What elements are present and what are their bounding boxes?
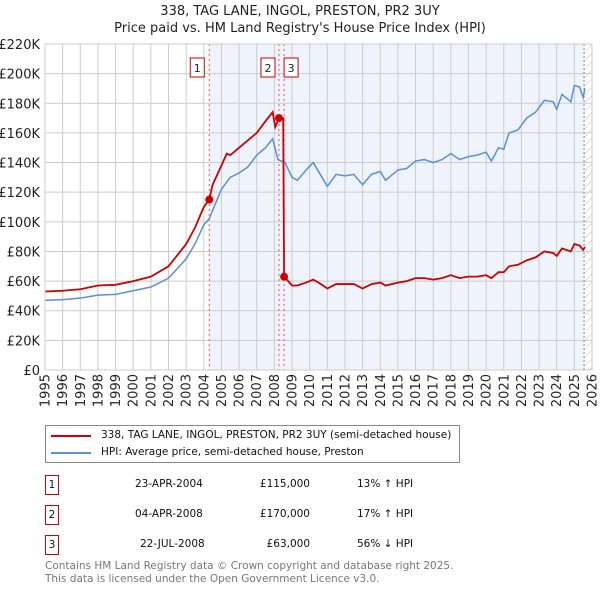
sale-date: 23-APR-2004	[135, 478, 203, 490]
x-tick-label: 2016	[409, 374, 424, 407]
sale-point	[274, 114, 283, 123]
legend-hpi: HPI: Average price, semi-detached house,…	[101, 446, 364, 458]
x-tick-label: 2025	[568, 374, 583, 407]
sale-row: 2 04-APR-2008 £170,000 17% ↑ HPI	[45, 505, 445, 525]
x-tick-label: 1995	[39, 374, 54, 407]
y-tick-label: £100K	[0, 216, 40, 231]
sale-price: £63,000	[266, 538, 310, 550]
x-tick-label: 2002	[162, 374, 177, 407]
x-tick-label: 2010	[303, 374, 318, 407]
x-tick-label: 1999	[109, 374, 124, 407]
sale-hpi: 17% ↑ HPI	[357, 508, 414, 520]
legend: 338, TAG LANE, INGOL, PRESTON, PR2 3UY (…	[45, 425, 460, 463]
legend-red-swatch	[51, 434, 91, 437]
y-tick-label: £200K	[0, 68, 40, 83]
sale-point	[205, 195, 214, 204]
x-tick-label: 2015	[391, 374, 406, 407]
sale-label: 3	[288, 62, 295, 75]
x-tick-label: 2012	[338, 374, 353, 407]
hpi-line	[44, 84, 586, 302]
y-tick-label: £180K	[0, 97, 40, 112]
x-tick-label: 2013	[356, 374, 371, 407]
chart-subtitle: Price paid vs. HM Land Registry's House …	[114, 21, 486, 36]
y-tick-label: £40K	[7, 305, 41, 320]
footer-line2: This data is licensed under the Open Gov…	[45, 573, 380, 585]
x-tick-label: 2023	[533, 374, 548, 407]
x-tick-label: 2001	[144, 374, 159, 407]
x-tick-label: 2021	[497, 374, 512, 407]
y-tick-label: £0	[23, 364, 40, 379]
x-tick-label: 2017	[427, 374, 442, 407]
price-chart: 338, TAG LANE, INGOL, PRESTON, PR2 3UY P…	[0, 4, 600, 407]
x-tick-label: 2004	[197, 374, 212, 407]
x-tick-label: 2018	[444, 374, 459, 407]
sale-label: 1	[194, 62, 201, 75]
y-tick-label: £120K	[0, 186, 40, 201]
x-tick-label: 2026	[586, 374, 600, 407]
x-tick-label: 2008	[268, 374, 283, 407]
sale-label-box	[189, 57, 205, 78]
y-tick-label: £160K	[0, 127, 40, 142]
x-tick-label: 2007	[250, 374, 265, 407]
x-tick-label: 2020	[480, 374, 495, 407]
x-tick-label: 1998	[91, 374, 106, 407]
x-tick-label: 1996	[56, 374, 71, 407]
sale-label-box	[260, 57, 276, 78]
sale-marker: 2	[45, 505, 59, 525]
x-tick-label: 2019	[462, 374, 477, 407]
x-tick-label: 2009	[286, 374, 301, 407]
sale-date: 22-JUL-2008	[140, 538, 205, 550]
x-tick-label: 2006	[233, 374, 248, 407]
legend-blue-swatch	[51, 451, 91, 454]
sale-price: £170,000	[259, 508, 310, 520]
sale-label-box	[283, 57, 299, 78]
sale-hpi: 13% ↑ HPI	[357, 478, 414, 490]
plot-border	[44, 43, 593, 371]
sale-price: £115,000	[259, 478, 310, 490]
sale-marker: 1	[45, 475, 59, 495]
chart-title: 338, TAG LANE, INGOL, PRESTON, PR2 3UY	[160, 4, 439, 19]
footer-line1: Contains HM Land Registry data © Crown c…	[45, 560, 454, 572]
x-tick-label: 2014	[374, 374, 389, 407]
sale-row: 1 23-APR-2004 £115,000 13% ↑ HPI	[45, 475, 445, 495]
legend-property: 338, TAG LANE, INGOL, PRESTON, PR2 3UY (…	[101, 429, 452, 441]
y-tick-label: £20K	[7, 334, 41, 349]
x-tick-label: 2003	[180, 374, 195, 407]
sale-date: 04-APR-2008	[135, 508, 203, 520]
x-tick-label: 2024	[550, 374, 565, 407]
footer: Contains HM Land Registry data © Crown c…	[45, 560, 453, 586]
y-tick-label: £60K	[7, 275, 41, 290]
y-tick-label: £140K	[0, 157, 40, 172]
shaded-region	[209, 44, 585, 370]
sale-row: 3 22-JUL-2008 £63,000 56% ↓ HPI	[45, 535, 445, 555]
forecast-hatch	[584, 44, 592, 370]
x-tick-label: 1997	[74, 374, 89, 407]
sale-point	[280, 272, 289, 281]
x-tick-label: 2011	[321, 374, 336, 407]
x-tick-label: 2022	[515, 374, 530, 407]
x-tick-label: 2000	[127, 374, 142, 407]
sale-marker: 3	[45, 535, 59, 555]
y-tick-label: £80K	[7, 245, 41, 260]
sale-label: 2	[264, 62, 271, 75]
y-tick-label: £220K	[0, 38, 40, 53]
sale-hpi: 56% ↓ HPI	[357, 538, 414, 550]
x-tick-label: 2005	[215, 374, 230, 407]
